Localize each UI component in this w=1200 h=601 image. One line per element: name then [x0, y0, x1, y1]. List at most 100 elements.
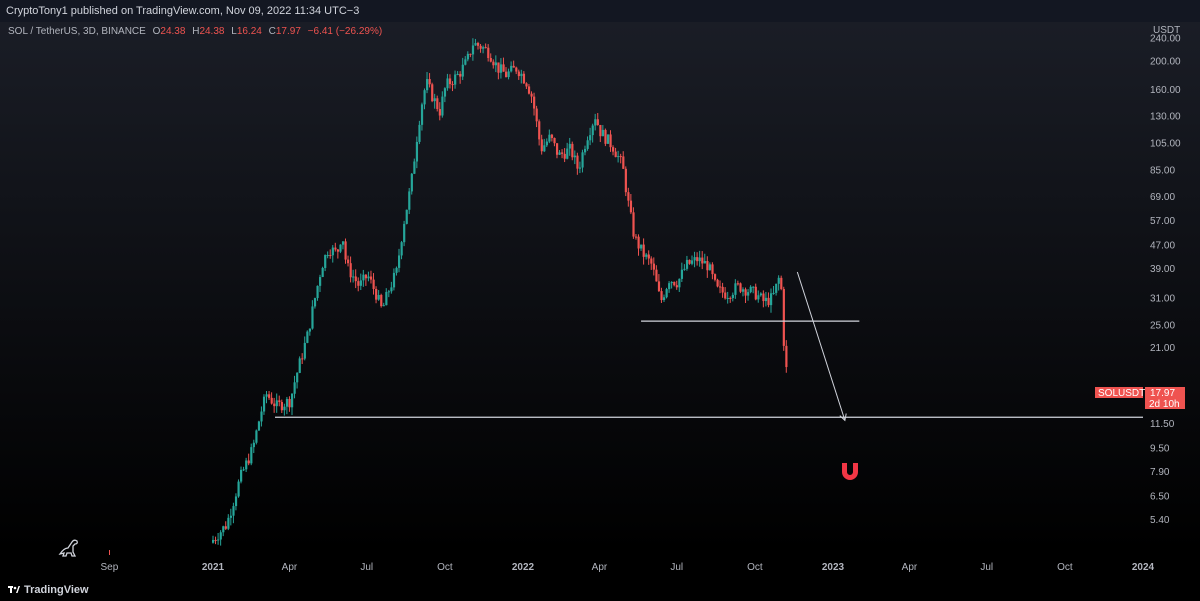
- candle-body: [520, 73, 523, 77]
- candle-body: [321, 267, 324, 278]
- candle-body: [212, 539, 215, 543]
- candle-body: [698, 257, 701, 262]
- candle-body: [731, 294, 734, 299]
- candle-body: [772, 292, 775, 294]
- candle-body: [448, 78, 452, 85]
- candle-body: [642, 244, 645, 257]
- legend-symbol: SOL / TetherUS, 3D, BINANCE: [8, 26, 146, 37]
- candle-body: [441, 96, 444, 116]
- x-tick-label: Oct: [437, 562, 453, 573]
- x-tick-label: 2021: [202, 562, 225, 573]
- y-tick-label: 5.40: [1150, 515, 1170, 526]
- legend-close-label: C: [268, 26, 276, 37]
- candle-body: [599, 125, 602, 137]
- price-tag: SOLUSDT 17.97 2d 10h: [1095, 387, 1185, 410]
- candle-body: [375, 288, 378, 300]
- candle-body: [647, 254, 650, 259]
- price-tag-countdown: 2d 10h: [1149, 399, 1180, 410]
- candle-body: [703, 260, 706, 264]
- candle-body: [479, 45, 482, 49]
- candle-body: [382, 305, 385, 307]
- candle-body: [436, 98, 439, 109]
- candle-body: [604, 129, 607, 144]
- candles: [212, 38, 788, 546]
- candle-body: [237, 481, 240, 497]
- y-tick-label: 47.00: [1150, 241, 1175, 252]
- candle-body: [227, 517, 230, 529]
- candle-body: [285, 398, 289, 407]
- candle-body: [316, 285, 319, 299]
- candle-body: [217, 539, 220, 541]
- candle-body: [734, 283, 737, 295]
- price-axis: 300.00240.00200.00160.00130.00105.0085.0…: [1150, 34, 1181, 526]
- candle-body: [688, 259, 691, 264]
- candle-body: [533, 96, 536, 109]
- candle-body: [334, 247, 337, 250]
- candle-body: [764, 297, 768, 302]
- candle-body: [525, 83, 528, 87]
- x-tick-label: Jul: [980, 562, 993, 573]
- candle-body: [782, 289, 785, 346]
- candle-body: [474, 42, 477, 46]
- candle-body: [464, 59, 467, 65]
- candle-body: [527, 86, 531, 94]
- candle-body: [469, 53, 472, 55]
- candle-body: [420, 104, 424, 125]
- x-tick-label: Sep: [100, 562, 118, 573]
- candle-body: [629, 200, 633, 213]
- candle-body: [298, 358, 301, 373]
- chart-area[interactable]: [0, 22, 1200, 579]
- price-chart[interactable]: 300.00240.00200.00160.00130.00105.0085.0…: [0, 22, 1200, 579]
- candle-body: [609, 134, 612, 148]
- candle-body: [431, 84, 434, 102]
- candle-body: [492, 61, 495, 66]
- candle-body: [708, 264, 712, 271]
- candle-body: [729, 297, 732, 299]
- trend-arrow-head: [839, 413, 847, 422]
- candle-body: [673, 281, 676, 286]
- candle-body: [596, 119, 599, 126]
- candle-body: [711, 264, 714, 275]
- candle-body: [640, 244, 643, 249]
- trend-arrow[interactable]: [796, 271, 846, 421]
- candle-body: [655, 269, 658, 282]
- price-tag-symbol-bg: [1095, 387, 1143, 398]
- candle-body: [566, 148, 569, 159]
- candle-body: [548, 134, 551, 142]
- candle-body: [741, 289, 745, 292]
- candle-body: [558, 152, 561, 155]
- footer-bar: TradingView: [0, 579, 1200, 601]
- candle-body: [678, 278, 681, 288]
- candle-body: [770, 293, 773, 306]
- candle-body: [466, 53, 469, 60]
- candle-body: [747, 292, 750, 296]
- y-tick-label: 69.00: [1150, 192, 1175, 203]
- candle-body: [341, 241, 345, 245]
- candle-body: [538, 121, 541, 140]
- candle-body: [645, 254, 648, 257]
- candle-body: [362, 274, 365, 281]
- candle-body: [736, 283, 740, 285]
- candle-body: [576, 155, 579, 169]
- candle-body: [515, 67, 518, 72]
- time-axis: Sep 2021 Apr Jul Oct 2022 Apr Jul Oct 2023 Apr Jul O…: [100, 562, 1154, 573]
- stray-candle: [109, 550, 110, 555]
- y-tick-label: 11.50: [1150, 419, 1175, 430]
- candle-body: [313, 298, 317, 307]
- candle-body: [632, 212, 635, 237]
- candle-body: [497, 62, 500, 73]
- publish-line: CryptoTony1 published on TradingView.com…: [6, 5, 360, 17]
- candle-body: [571, 143, 574, 158]
- candle-body: [443, 88, 447, 97]
- candle-body: [573, 155, 577, 158]
- legend-open: 24.38: [160, 26, 186, 37]
- candle-body: [505, 71, 508, 78]
- candle-body: [278, 400, 281, 403]
- price-tag-price: 17.97: [1150, 388, 1175, 399]
- candle-body: [252, 442, 255, 448]
- candle-body: [568, 143, 571, 149]
- candle-body: [265, 394, 268, 397]
- magnet-icon[interactable]: [842, 463, 858, 480]
- candle-body: [545, 141, 548, 146]
- candle-body: [380, 294, 383, 307]
